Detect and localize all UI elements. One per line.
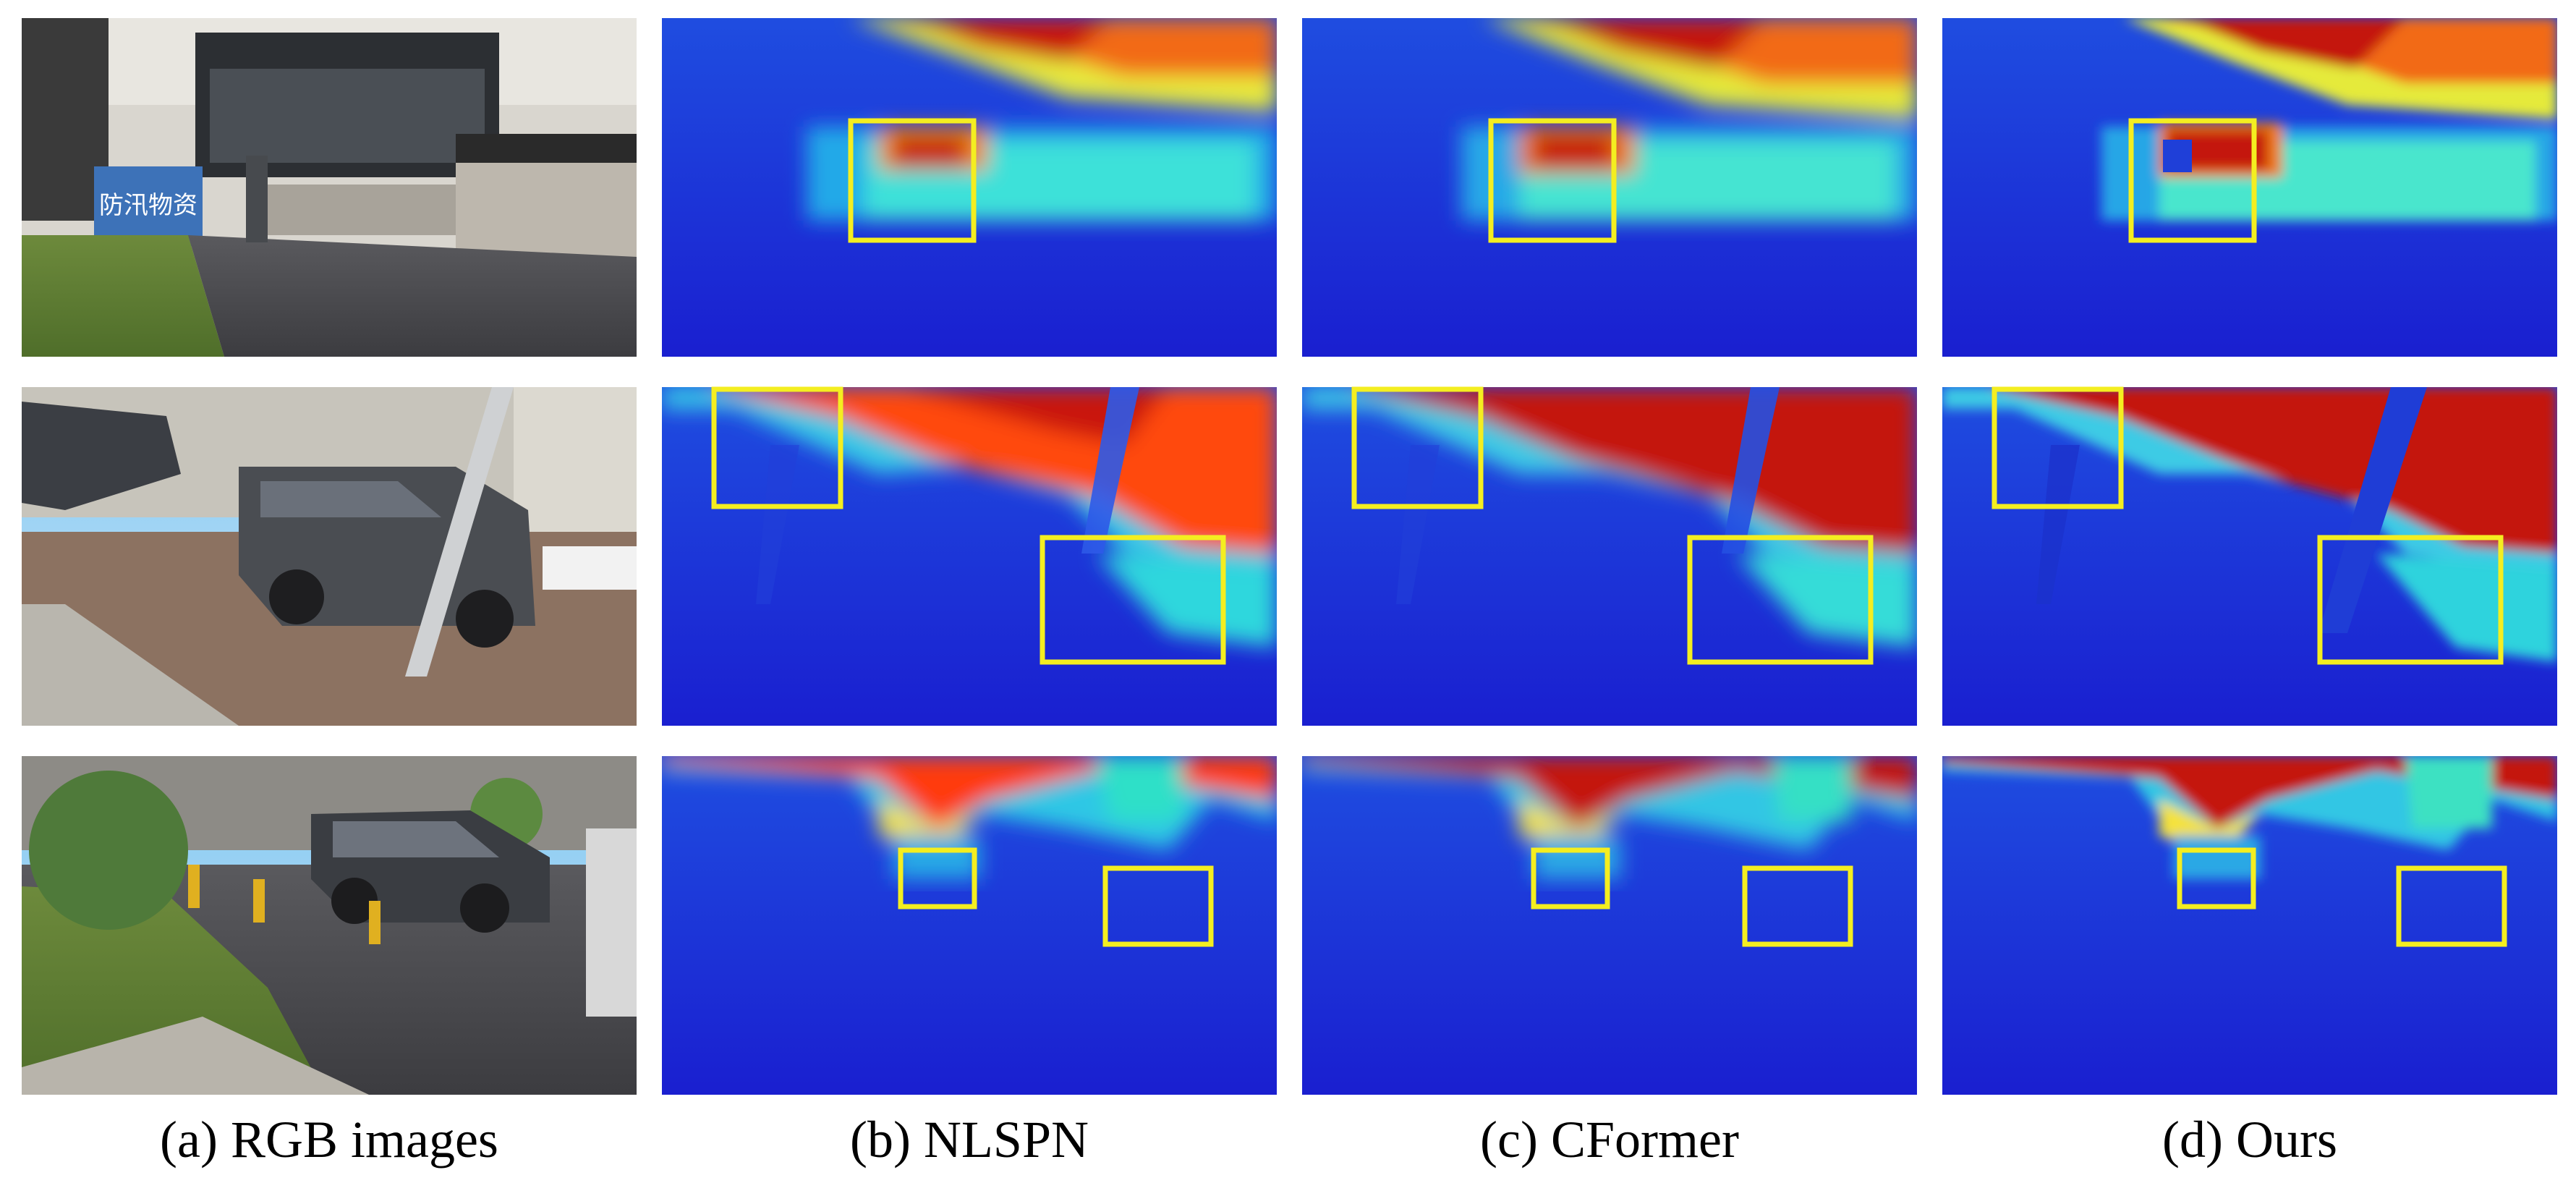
cformer-depth-row3	[1302, 756, 1917, 1095]
ours-depth-row1	[1942, 18, 2557, 357]
rgb-image-parked-suv	[22, 387, 637, 726]
caption-rgb-images: (a) RGB images	[160, 1111, 498, 1169]
cformer-depth-row2	[1302, 387, 1917, 726]
sign-text: 防汛物资	[99, 191, 197, 220]
rgb-image-parking-gate: 防汛物资	[22, 18, 637, 357]
caption-cformer: (c) CFormer	[1480, 1111, 1739, 1169]
rgb-image-parked-sedan	[22, 756, 637, 1095]
cformer-depth-row1	[1302, 18, 1917, 357]
caption-ours: (d) Ours	[2162, 1111, 2337, 1169]
sign-board	[94, 166, 203, 246]
nlspn-depth-row2	[662, 387, 1277, 726]
nlspn-depth-row3	[662, 756, 1277, 1095]
caption-nlspn: (b) NLSPN	[849, 1111, 1089, 1169]
ours-depth-row2	[1942, 387, 2557, 726]
nlspn-depth-row1	[662, 18, 1277, 357]
ours-depth-row3	[1942, 756, 2557, 1095]
